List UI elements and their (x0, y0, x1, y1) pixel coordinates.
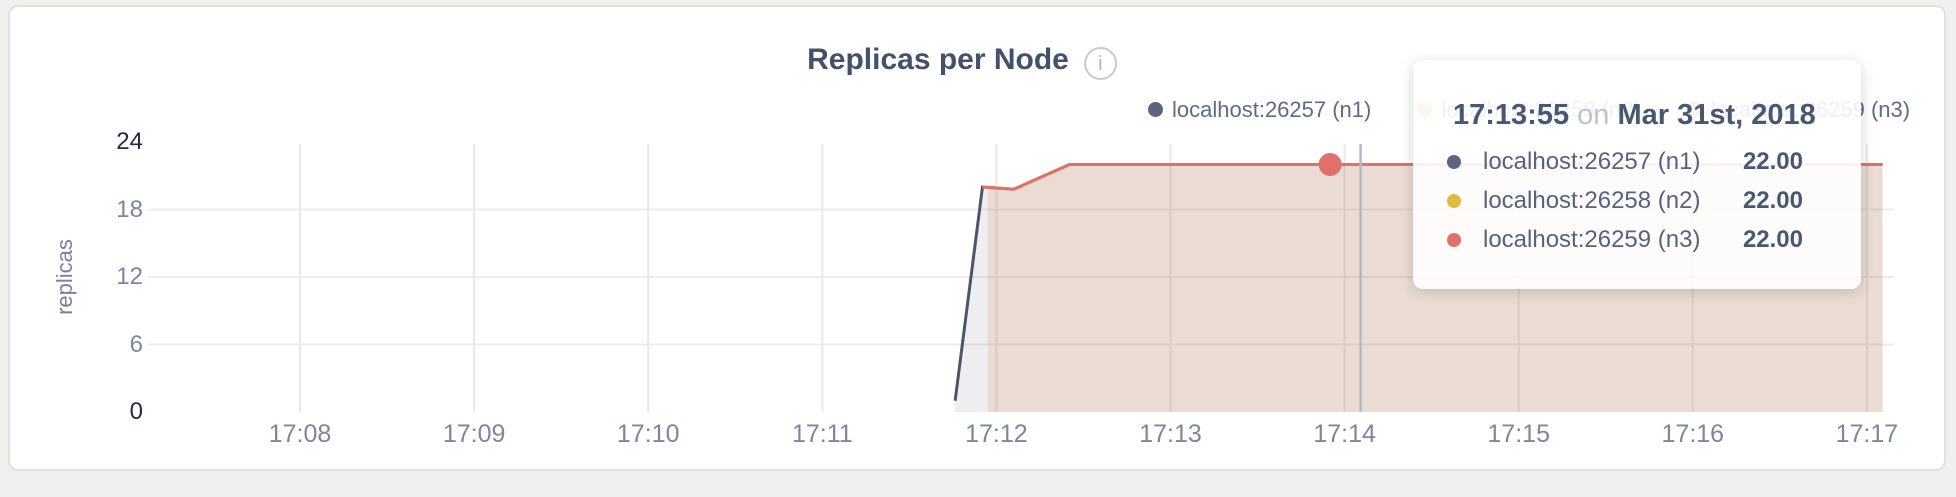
tooltip-time: 17:13:55 (1453, 99, 1570, 131)
legend-dot-icon (1148, 102, 1163, 117)
x-tick-label: 17:13 (1139, 420, 1202, 448)
tooltip-series-name: localhost:26257 (n1) (1483, 147, 1701, 175)
legend-item[interactable]: localhost:26257 (n1) (1148, 97, 1371, 123)
y-tick-label: 24 (116, 128, 143, 155)
tooltip-row: localhost:26257 (n1) 22.00 (1447, 142, 1803, 181)
tooltip-series-dot-icon (1447, 232, 1461, 247)
tooltip-date: Mar 31st, 2018 (1617, 99, 1816, 131)
tooltip-row: localhost:26259 (n3) 22.00 (1447, 220, 1803, 259)
info-icon-glyph: i (1098, 52, 1103, 75)
info-icon[interactable]: i (1083, 47, 1117, 80)
hover-tooltip: 17:13:55 on Mar 31st, 2018 localhost:262… (1413, 60, 1861, 289)
tooltip-series-value: 22.00 (1742, 186, 1803, 214)
legend-label: localhost:26257 (n1) (1172, 96, 1372, 122)
y-tick-label: 6 (129, 330, 143, 358)
x-tick-label: 17:16 (1661, 420, 1725, 448)
y-tick-label: 0 (129, 398, 143, 425)
hover-point (1318, 153, 1342, 176)
chart-header: Replicas per Node i (807, 43, 1117, 80)
chart-card: Replicas per Node i localhost:26257 (n1)… (8, 5, 1946, 471)
x-tick-label: 17:11 (791, 420, 853, 448)
tooltip-series-dot-icon (1447, 193, 1461, 208)
tooltip-series-dot-icon (1447, 154, 1461, 169)
x-tick-label: 17:15 (1487, 420, 1550, 448)
tooltip-connector: on (1577, 99, 1610, 131)
tooltip-series-name: localhost:26259 (n3) (1483, 225, 1701, 253)
tooltip-rows: localhost:26257 (n1) 22.00 localhost:26258… (1447, 142, 1803, 259)
tooltip-series-name: localhost:26258 (n2) (1483, 186, 1701, 214)
tooltip-header: 17:13:55 on Mar 31st, 2018 (1453, 98, 1816, 132)
y-tick-label: 18 (116, 195, 143, 223)
y-tick-label: 12 (116, 263, 143, 290)
chart-title: Replicas per Node (807, 43, 1069, 76)
y-axis-label: replicas (52, 239, 77, 315)
x-tick-label: 17:09 (442, 420, 506, 448)
x-tick-label: 17:12 (965, 420, 1028, 448)
x-tick-label: 17:17 (1835, 420, 1899, 448)
x-tick-label: 17:10 (616, 420, 680, 448)
x-tick-label: 17:08 (268, 420, 332, 448)
tooltip-series-value: 22.00 (1742, 147, 1803, 175)
tooltip-series-value: 22.00 (1742, 225, 1803, 253)
x-tick-label: 17:14 (1313, 420, 1376, 448)
tooltip-row: localhost:26258 (n2) 22.00 (1447, 181, 1803, 220)
